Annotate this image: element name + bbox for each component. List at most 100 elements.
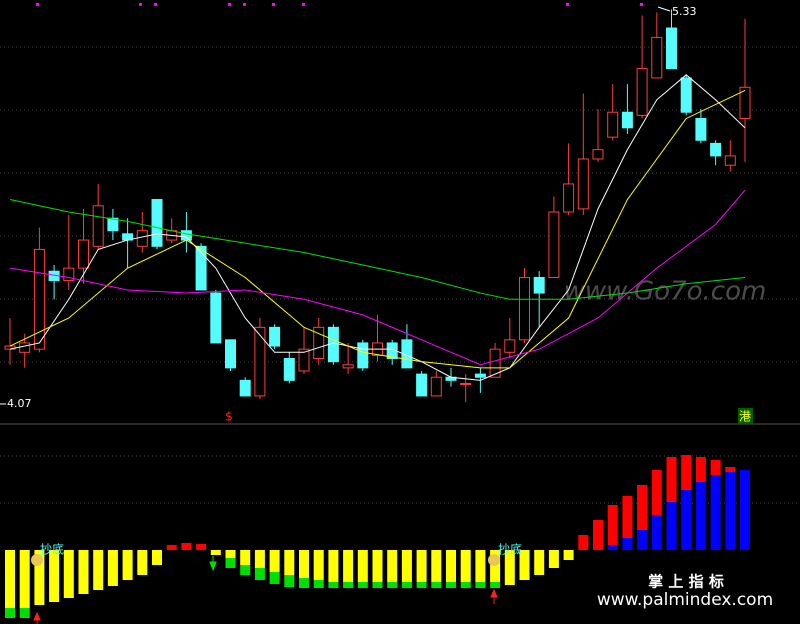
indicator-bar <box>695 457 706 482</box>
indicator-bar <box>622 496 633 538</box>
high-pointer <box>657 6 671 12</box>
indicator-bar <box>137 550 148 575</box>
candle-body <box>63 267 75 282</box>
indicator-bar <box>78 550 89 594</box>
indicator-bar <box>107 550 118 586</box>
candle-body <box>607 111 619 138</box>
candle-body <box>19 342 31 353</box>
indicator-bar <box>225 550 236 558</box>
indicator-bar <box>416 582 427 588</box>
grid <box>0 46 800 504</box>
marker <box>272 3 275 6</box>
indicator-bar <box>357 550 368 582</box>
indicator-bar <box>284 575 295 587</box>
indicator-bar <box>622 538 633 550</box>
indicator-bar <box>181 543 192 550</box>
signal-text: 抄底 <box>498 542 522 557</box>
money-bag-icon <box>31 554 43 566</box>
signal-label: $ <box>225 410 233 424</box>
candle-body <box>254 326 266 397</box>
indicator-bar <box>637 485 648 530</box>
candle-body <box>519 276 530 341</box>
indicator-bar <box>299 578 309 588</box>
candle-body <box>357 342 369 369</box>
indicator-bar <box>446 550 456 582</box>
candle-body <box>666 27 677 70</box>
marker <box>154 3 157 6</box>
candle-body <box>151 199 163 247</box>
indicator-bar <box>710 460 721 475</box>
indicator-bar <box>328 582 339 588</box>
indicator-bar <box>475 550 486 582</box>
indicator-bar <box>240 565 251 575</box>
indicator-bar <box>63 550 74 598</box>
indicator-bar <box>607 545 618 550</box>
indicator-bar <box>387 582 398 588</box>
indicator-panel <box>5 455 750 618</box>
indicator-bar <box>254 568 265 580</box>
high-label: 5.33 <box>672 5 697 18</box>
indicator-bar <box>19 550 30 608</box>
indicator-bar <box>548 550 559 568</box>
indicator-bar <box>740 470 750 550</box>
candle-body <box>695 117 707 141</box>
top-markers <box>36 3 643 6</box>
indicator-bar <box>475 582 486 588</box>
indicator-bar <box>299 550 309 578</box>
candle-body <box>136 230 148 247</box>
candle-body <box>563 183 575 213</box>
indicator-bar <box>637 530 648 550</box>
candle-body <box>386 342 398 360</box>
indicator-bar <box>210 550 221 555</box>
brand: 掌 上 指 标 <box>648 573 724 591</box>
indicator-bar <box>93 550 104 590</box>
indicator-bar <box>357 582 368 588</box>
candle-body <box>239 379 251 397</box>
indicator-bar <box>725 472 736 550</box>
indicator-bar <box>313 580 324 588</box>
marker <box>302 3 305 6</box>
candle-body <box>592 149 604 160</box>
indicator-bar <box>387 550 398 582</box>
candle-body <box>430 376 442 397</box>
candle-body <box>342 364 354 369</box>
marker <box>566 3 569 6</box>
indicator-bar <box>725 467 736 472</box>
moving-average-line <box>9 199 746 300</box>
candle-body <box>460 382 472 385</box>
candle-body <box>283 358 295 381</box>
indicator-bar <box>269 572 280 584</box>
indicator-bar <box>313 550 324 580</box>
candle-body <box>269 326 281 347</box>
indicator-bar <box>695 482 706 550</box>
candle-body <box>710 142 722 157</box>
indicator-bar <box>225 558 236 568</box>
price-panel <box>4 9 751 403</box>
moving-average-line <box>9 74 746 381</box>
candle-body <box>651 36 663 79</box>
indicator-bar <box>519 550 530 580</box>
indicator-bar <box>269 550 280 572</box>
indicator-bar <box>284 550 295 575</box>
candle-body <box>92 205 104 247</box>
candle-body <box>548 211 560 278</box>
signal-text: 抄底 <box>40 542 64 557</box>
candle-body <box>416 373 428 397</box>
marker <box>139 3 142 6</box>
indicator-bar <box>578 535 589 550</box>
indicator-bar <box>593 520 603 550</box>
indicator-bar <box>651 470 662 515</box>
indicator-bar <box>607 505 618 545</box>
indicator-bar <box>534 550 545 575</box>
indicator-bar <box>666 457 677 502</box>
candle-body <box>401 339 413 369</box>
moving-average-line <box>9 89 746 369</box>
candle-body <box>636 68 648 116</box>
indicator-bar <box>681 455 692 490</box>
indicator-bar <box>19 608 30 618</box>
candle-body <box>533 276 545 294</box>
indicator-bar <box>446 582 456 588</box>
indicator-bar <box>166 545 177 550</box>
candle-body <box>621 111 633 129</box>
